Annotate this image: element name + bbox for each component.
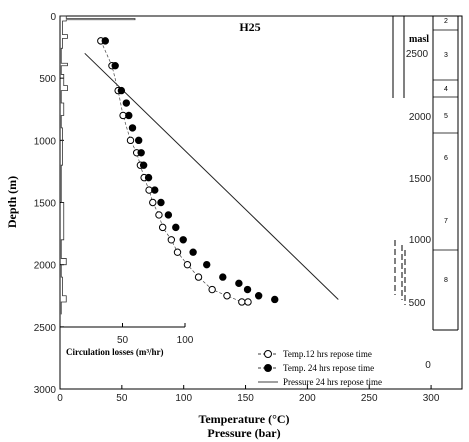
temp-12hrs-point [155,211,163,219]
temp-12hrs-point [238,298,246,306]
x-tick-label: 200 [299,393,316,404]
y-tick-label: 2000 [34,261,57,272]
legend-marker-12hrs [264,350,272,358]
circulation-tick-label: 50 [117,335,129,346]
temp-24hrs-point [139,161,148,169]
temp-24hrs-point [271,295,279,304]
plot-frame [59,15,463,390]
temp-24hrs-point [117,86,126,95]
elevation-axis-label: masl [409,34,429,45]
temp-24hrs-point [235,279,243,288]
chart-title: H25 [239,20,260,34]
temp-24hrs-point [122,99,131,107]
elevation-tick-label: 1000 [409,235,432,246]
y-tick-label: 500 [39,74,56,85]
circulation-axis-label: Circulation losses (m³/hr) [66,347,164,357]
strat-layer-label: 5 [444,113,448,120]
temp-24hrs-point [219,273,227,281]
temp-24hrs-point [243,285,252,294]
x-tick-label: 150 [237,393,254,404]
x-axis-label-2: Pressure (bar) [207,426,280,440]
x-tick-label: 0 [57,393,63,404]
temp-24hrs-point [111,62,119,70]
y-tick-label: 3000 [34,385,57,396]
temp-12hrs-point [158,223,167,232]
elevation-tick-label: 0 [425,360,431,371]
strat-labels: 2 3 4 5 6 7 8 [444,18,448,284]
x-tick-label: 250 [361,393,378,404]
temp-12hrs-point [194,273,203,281]
circulation-loss-line [60,15,136,315]
temp-24hrs-point [137,149,145,157]
temp-12hrs-point [126,136,135,145]
legend-marker-24hrs [264,364,272,372]
temp-12hrs-trend-line [100,40,249,303]
elevation-tick-label: 500 [409,298,426,309]
legend-label-pressure: Pressure 24 hrs repose time [283,377,382,387]
strat-layer-label: 4 [444,86,448,93]
elevation-tick-label: 2500 [406,49,429,60]
strat-layer-label: 7 [444,218,448,225]
pressure-line [84,52,339,300]
axis-ticks: 0 50 100 150 200 250 3000500100015002000250030… [34,12,440,404]
temp-24hrs-point [254,292,263,300]
circulation-tick-label: 100 [177,335,194,346]
temp-12hrs-point [149,198,157,207]
temp-24hrs-point [203,260,211,269]
legend: Temp.12 hrs repose time Temp. 24 hrs rep… [258,349,382,387]
y-axis-label: Depth (m) [5,176,19,228]
y-tick-label: 0 [50,12,56,23]
x-tick-label: 300 [423,393,440,404]
y-tick-label: 1000 [34,136,57,147]
strat-layer-label: 3 [444,52,448,59]
temp-24hrs-point [164,211,173,219]
elevation-axis: 2500 2000 1500 1000 500 0 [406,49,432,371]
elevation-tick-label: 2000 [409,112,432,123]
strat-layer-label: 6 [444,155,448,162]
temp-24hrs-point [189,248,197,256]
strat-layer-label: 2 [444,18,448,25]
temp-24hrs-point [179,236,187,244]
temp-24hrs-point [128,124,137,132]
temp-12hrs-point [223,292,231,300]
series-marks [84,37,339,306]
y-tick-label: 2500 [34,323,57,334]
temp-24hrs-point [125,111,133,120]
temp-12hrs-point [244,298,252,306]
temp-24hrs-point [144,173,153,182]
temp-12hrs-point [167,236,176,244]
temp-12hrs-point [173,248,182,256]
legend-label-24hrs: Temp. 24 hrs repose time [283,363,374,373]
legend-label-12hrs: Temp.12 hrs repose time [283,349,372,359]
temp-24hrs-point [172,223,180,232]
temp-24hrs-point [157,198,165,207]
temp-24hrs-point [101,37,109,45]
temp-24hrs-point [134,136,143,145]
elevation-tick-label: 1500 [409,174,432,185]
temp-12hrs-point [208,285,216,294]
x-tick-label: 50 [116,393,128,404]
x-tick-label: 100 [175,393,192,404]
strat-layer-label: 8 [444,277,448,284]
temp-12hrs-point [183,260,192,269]
x-axis-label: Temperature (°C) [198,412,289,426]
y-tick-label: 1500 [34,199,57,210]
temp-24hrs-point [151,186,159,194]
circulation-profile: 50 100 [60,15,194,346]
